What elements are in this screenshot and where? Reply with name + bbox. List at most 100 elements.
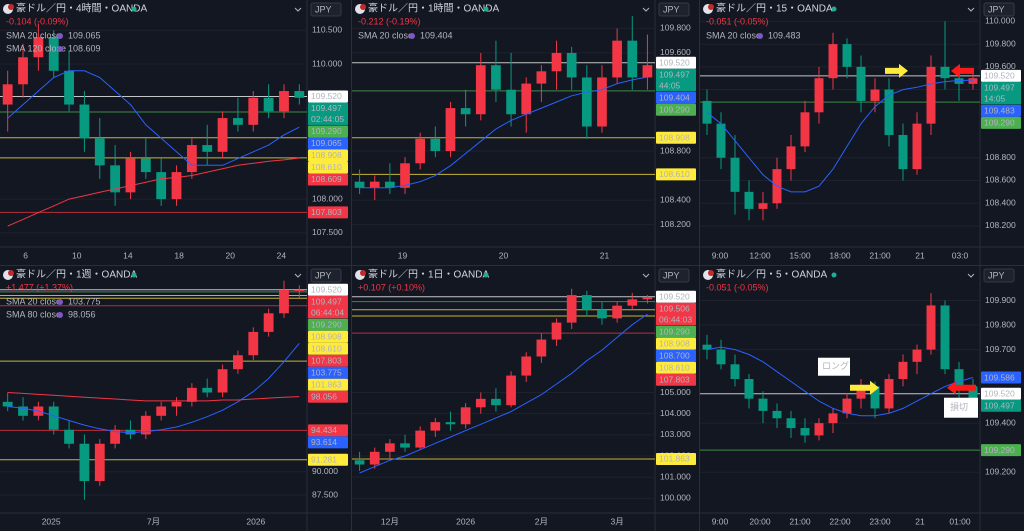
price-tag-label: 109.404 <box>659 92 690 102</box>
candle-body <box>156 406 167 416</box>
candle-body <box>954 369 964 387</box>
price-tag-label: 109.497 <box>311 297 342 307</box>
price-tag <box>308 453 348 466</box>
candle-body <box>898 361 908 380</box>
candle-body <box>460 108 471 115</box>
countdown: 06:44:04 <box>311 308 344 318</box>
candle-body <box>186 387 197 402</box>
sma-line <box>359 313 648 474</box>
candle-body <box>79 104 90 139</box>
candle-body <box>627 40 638 78</box>
candle-body <box>842 398 852 414</box>
y-tick-label: 109.900 <box>985 295 1016 305</box>
candle-body <box>856 66 866 101</box>
countdown-box <box>656 80 696 92</box>
candle-body <box>521 356 532 376</box>
y-tick-label: 109.600 <box>660 47 691 57</box>
x-tick-label: 21 <box>600 250 610 260</box>
dropdown-caret <box>967 273 975 278</box>
price-change: -0.212 (-0.19%) <box>358 16 421 26</box>
candle-body <box>786 418 796 429</box>
currency-label[interactable]: JPY <box>988 4 1005 14</box>
candle-body <box>385 181 395 188</box>
price-tag-label: 109.520 <box>984 71 1015 81</box>
y-tick-label: 87.500 <box>312 489 338 499</box>
currency-label[interactable]: JPY <box>315 270 332 280</box>
candle-body <box>581 295 592 310</box>
price-tag-label: 109.520 <box>311 285 342 295</box>
countdown: 02:44:05 <box>311 114 344 124</box>
indicator-icon <box>57 299 63 305</box>
x-tick-label: 2月 <box>535 516 548 526</box>
indicator-label: SMA 20 close <box>6 30 61 40</box>
candle-body <box>294 289 305 291</box>
candle-body <box>48 406 59 430</box>
countdown: 14:05 <box>984 94 1006 104</box>
candle-body <box>612 40 622 78</box>
price-tag <box>656 452 696 465</box>
candle-body <box>566 52 577 78</box>
candle-body <box>940 66 950 79</box>
price-tag-label: 109.586 <box>984 372 1015 382</box>
x-tick-label: 23:00 <box>869 516 891 526</box>
price-tag <box>981 371 1021 384</box>
currency-label[interactable]: JPY <box>663 4 680 14</box>
indicator-value: 103.775 <box>68 296 101 306</box>
candle-body <box>912 349 922 362</box>
price-tag-label: 108.908 <box>311 332 342 342</box>
price-tag <box>656 131 696 144</box>
x-tick-label: 6 <box>23 250 28 260</box>
candle-body <box>217 118 228 152</box>
symbol-title: 豪ドル／円・5・OANDA <box>716 268 827 281</box>
y-tick-label: 109.400 <box>985 417 1016 427</box>
y-tick-label: 108.800 <box>660 145 691 155</box>
candle-body <box>64 70 74 105</box>
price-tag <box>308 206 348 219</box>
currency-label[interactable]: JPY <box>315 4 332 14</box>
x-tick-label: 18 <box>174 250 184 260</box>
currency-label[interactable]: JPY <box>663 270 680 280</box>
symbol-icon <box>708 270 714 276</box>
indicator-value: 109.483 <box>768 30 801 40</box>
price-tag-label: 109.290 <box>984 445 1015 455</box>
candle-body <box>744 191 754 209</box>
candle-body <box>248 331 259 356</box>
price-tag-label: 91.281 <box>311 455 337 465</box>
candle-body <box>491 65 501 90</box>
indicator-value: 109.065 <box>68 30 101 40</box>
candle-body <box>898 135 908 170</box>
price-tag <box>308 90 348 103</box>
dropdown-caret <box>642 273 650 278</box>
countdown-box <box>981 93 1021 105</box>
x-tick-label: 21 <box>915 250 925 260</box>
candle-body <box>702 344 712 350</box>
price-tag <box>308 354 348 367</box>
y-tick-label: 109.800 <box>985 38 1016 48</box>
candle-body <box>385 443 395 452</box>
indicator-label: SMA 120 close <box>6 43 66 53</box>
sma-line <box>7 342 300 434</box>
x-tick-label: 7月 <box>147 516 160 526</box>
price-tag-label: 94.434 <box>311 425 337 435</box>
price-tag-label: 109.520 <box>984 388 1015 398</box>
price-tag <box>308 330 348 343</box>
sma-line <box>706 79 974 193</box>
y-tick-label: 109.800 <box>660 23 691 33</box>
price-tag <box>981 444 1021 457</box>
currency-label[interactable]: JPY <box>988 270 1005 280</box>
x-tick-label: 9:00 <box>712 250 729 260</box>
chart-panel: 110.000109.800109.600109.400108.800108.6… <box>700 0 1024 265</box>
y-tick-label: 109.200 <box>985 466 1016 476</box>
red-arrow <box>947 380 976 395</box>
indicator-icon <box>57 33 63 39</box>
candle-body <box>870 386 880 409</box>
candle-body <box>233 355 243 370</box>
candle-body <box>294 91 305 98</box>
candle-body <box>279 91 289 112</box>
candle-body <box>430 422 441 431</box>
price-tag <box>981 69 1021 82</box>
price-tag <box>656 325 696 338</box>
candle-body <box>842 44 852 67</box>
candle-body <box>612 305 622 319</box>
